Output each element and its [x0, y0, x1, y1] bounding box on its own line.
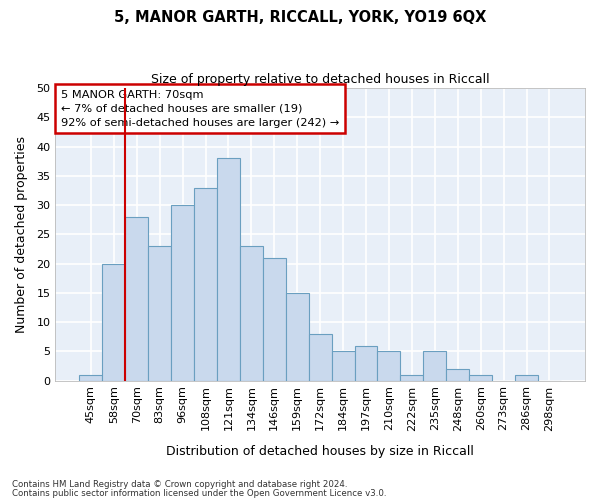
Bar	[377, 352, 400, 380]
Bar	[217, 158, 240, 380]
Bar	[286, 293, 308, 380]
Bar	[308, 334, 332, 380]
Bar	[446, 369, 469, 380]
Bar	[171, 205, 194, 380]
Bar	[148, 246, 171, 380]
Bar	[125, 217, 148, 380]
Bar	[400, 375, 424, 380]
Bar	[240, 246, 263, 380]
Bar	[515, 375, 538, 380]
Text: Contains HM Land Registry data © Crown copyright and database right 2024.: Contains HM Land Registry data © Crown c…	[12, 480, 347, 489]
Bar	[79, 375, 103, 380]
Text: 5, MANOR GARTH, RICCALL, YORK, YO19 6QX: 5, MANOR GARTH, RICCALL, YORK, YO19 6QX	[114, 10, 486, 25]
Bar	[355, 346, 377, 380]
Text: Contains public sector information licensed under the Open Government Licence v3: Contains public sector information licen…	[12, 488, 386, 498]
Bar	[194, 188, 217, 380]
Y-axis label: Number of detached properties: Number of detached properties	[15, 136, 28, 333]
Title: Size of property relative to detached houses in Riccall: Size of property relative to detached ho…	[151, 72, 490, 86]
Bar	[332, 352, 355, 380]
Bar	[424, 352, 446, 380]
Text: 5 MANOR GARTH: 70sqm
← 7% of detached houses are smaller (19)
92% of semi-detach: 5 MANOR GARTH: 70sqm ← 7% of detached ho…	[61, 90, 339, 128]
Bar	[469, 375, 492, 380]
Bar	[263, 258, 286, 380]
Bar	[103, 264, 125, 380]
X-axis label: Distribution of detached houses by size in Riccall: Distribution of detached houses by size …	[166, 444, 474, 458]
